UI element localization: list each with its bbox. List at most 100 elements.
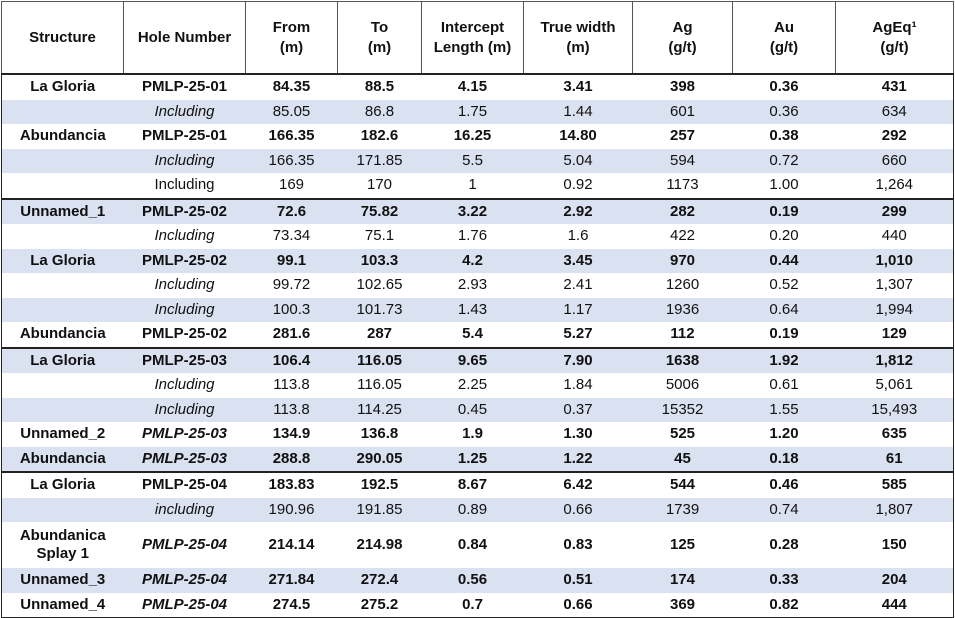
table-row: Including 113.8 116.05 2.25 1.84 5006 0.61 5,06… <box>2 373 954 398</box>
value-cell: 1.55 <box>732 397 836 422</box>
value-cell: 0.51 <box>523 568 633 593</box>
value-cell: 1.22 <box>523 446 633 472</box>
column-header: AgEq¹ (g/t) <box>835 1 954 75</box>
table-row: Unnamed_2 PMLP-25-03 134.9 136.8 1.9 1.30 525 1… <box>2 422 954 447</box>
value-cell: 299 <box>835 197 954 224</box>
value-cell: 183.83 <box>245 471 338 498</box>
value-cell: 9.65 <box>421 346 524 373</box>
value-cell: 102.65 <box>356 276 403 294</box>
value-cell: 1260 <box>665 276 700 294</box>
hole-cell: Including <box>123 397 246 422</box>
value-cell: 0.66 <box>563 595 593 613</box>
hole-cell: Including <box>154 176 215 194</box>
table-header: Structure Hole Number From (m) To (m) Interc… <box>1 1 954 75</box>
hole-cell: PMLP-25-04 <box>141 595 228 613</box>
value-cell: 113.8 <box>245 397 338 422</box>
structure-cell: Unnamed_3 <box>1 568 124 593</box>
value-cell: 282 <box>632 197 733 224</box>
hole-cell: PMLP-25-03 <box>123 346 246 373</box>
structure-cell <box>1 99 124 124</box>
hole-cell: Including <box>154 376 215 394</box>
value-cell: 1.20 <box>769 425 799 443</box>
hole-cell: Including <box>154 227 215 245</box>
value-cell: 2.92 <box>523 197 633 224</box>
hole-cell: PMLP-25-02 <box>123 248 246 273</box>
value-cell: 4.15 <box>421 73 524 100</box>
table-row: Abundancia PMLP-25-01 166.35 182.6 16.25 14.8… <box>2 124 954 149</box>
value-cell: 1,307 <box>875 276 914 294</box>
value-cell: 61 <box>835 446 954 472</box>
value-cell: 0.36 <box>732 73 836 100</box>
structure-cell: Abundancia <box>1 446 124 472</box>
value-cell: 16.25 <box>453 127 492 145</box>
structure-cell: Unnamed_1 <box>1 197 124 224</box>
value-cell: 192.5 <box>337 471 422 498</box>
value-cell: 182.6 <box>360 127 399 145</box>
hole-cell: PMLP-25-02 <box>141 325 228 343</box>
value-cell: 7.90 <box>523 346 633 373</box>
value-cell: 0.92 <box>563 176 593 194</box>
value-cell: 544 <box>632 471 733 498</box>
value-cell: 174 <box>632 568 733 593</box>
column-header: Ag (g/t) <box>632 1 733 75</box>
value-cell: 5,061 <box>875 376 914 394</box>
value-cell: 114.25 <box>337 397 422 422</box>
value-cell: 288.8 <box>245 446 338 472</box>
value-cell: 1739 <box>632 497 733 522</box>
structure-cell: Abundanica Splay 1 <box>19 527 106 562</box>
value-cell: 5.27 <box>563 325 593 343</box>
value-cell: 136.8 <box>360 425 399 443</box>
hole-cell: PMLP-25-04 <box>123 471 246 498</box>
value-cell: 134.9 <box>272 425 311 443</box>
value-cell: 5.4 <box>462 325 483 343</box>
value-cell: 1 <box>468 176 477 194</box>
value-cell: 0.66 <box>523 497 633 522</box>
column-header: Intercept Length (m) <box>421 1 524 75</box>
value-cell: 585 <box>835 471 954 498</box>
value-cell: 125 <box>669 536 696 553</box>
value-cell: 0.72 <box>732 148 836 173</box>
column-header: To (m) <box>337 1 422 75</box>
hole-cell: including <box>123 497 246 522</box>
value-cell: 0.36 <box>732 99 836 124</box>
value-cell: 1,994 <box>835 297 954 322</box>
value-cell: 0.52 <box>769 276 799 294</box>
value-cell: 106.4 <box>245 346 338 373</box>
value-cell: 0.33 <box>732 568 836 593</box>
value-cell: 166.35 <box>268 127 315 145</box>
value-cell: 170 <box>366 176 393 194</box>
value-cell: 431 <box>835 73 954 100</box>
value-cell: 2.25 <box>457 376 488 394</box>
value-cell: 1,010 <box>835 248 954 273</box>
structure-cell <box>2 173 124 199</box>
hole-cell: PMLP-25-04 <box>123 568 246 593</box>
value-cell: 84.35 <box>245 73 338 100</box>
value-cell: 0.46 <box>732 471 836 498</box>
value-cell: 2.41 <box>563 276 593 294</box>
table-row: Unnamed_3 PMLP-25-04 271.84 272.4 0.56 0.51 17… <box>1 568 954 593</box>
table-row: La Gloria PMLP-25-02 99.1 103.3 4.2 3.45 970 0.… <box>1 248 954 273</box>
table-row: Abundanica Splay 1 PMLP-25-04 214.14 214.98… <box>2 522 954 568</box>
value-cell: 3.41 <box>523 73 633 100</box>
value-cell: 601 <box>632 99 733 124</box>
structure-cell: La Gloria <box>1 471 124 498</box>
value-cell: 635 <box>881 425 907 443</box>
hole-cell: PMLP-25-01 <box>123 73 246 100</box>
value-cell: 0.83 <box>563 536 593 553</box>
value-cell: 0.38 <box>769 127 799 145</box>
structure-cell: Unnamed_4 <box>20 595 106 613</box>
structure-cell: La Gloria <box>1 73 124 100</box>
value-cell: 0.44 <box>732 248 836 273</box>
structure-cell <box>2 373 124 398</box>
value-cell: 1.30 <box>563 425 593 443</box>
value-cell: 0.37 <box>523 397 633 422</box>
value-cell: 1.9 <box>462 425 483 443</box>
value-cell: 101.73 <box>337 297 422 322</box>
value-cell: 1936 <box>632 297 733 322</box>
value-cell: 275.2 <box>360 595 399 613</box>
value-cell: 190.96 <box>245 497 338 522</box>
hole-cell: Including <box>123 99 246 124</box>
value-cell: 594 <box>632 148 733 173</box>
value-cell: 2.93 <box>457 276 488 294</box>
